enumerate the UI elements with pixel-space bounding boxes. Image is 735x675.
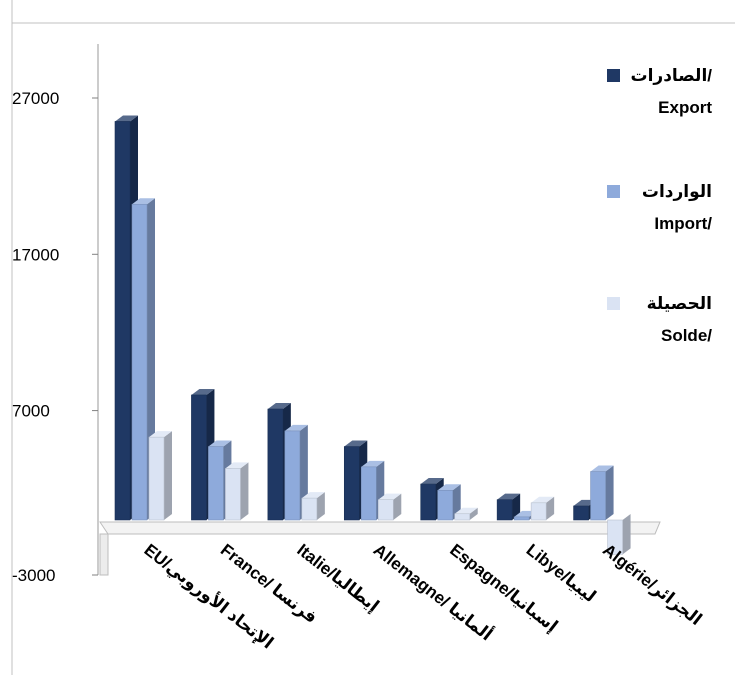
y-tick-label: 27000 [12, 89, 59, 108]
legend-label-fr: Export [658, 98, 712, 117]
y-tick-label: -3000 [12, 566, 55, 585]
bar-side [546, 496, 555, 520]
legend-label-ar: الحصيلة [647, 294, 712, 313]
bar-top [420, 478, 444, 485]
bar-top [497, 493, 521, 500]
bar [343, 446, 360, 521]
bar-top [208, 440, 232, 447]
bar-side [512, 493, 521, 520]
bar [267, 408, 284, 521]
bar-top [191, 388, 215, 395]
bar-top [531, 496, 555, 503]
bar-side [622, 514, 631, 555]
bar-top [149, 431, 172, 438]
legend-swatch [607, 297, 620, 310]
bar [360, 466, 377, 521]
bar-top [132, 198, 155, 205]
bar-top [454, 507, 478, 514]
bar [454, 513, 471, 521]
legend-swatch [607, 185, 620, 198]
y-tick-label: 7000 [12, 402, 50, 421]
bar [225, 468, 241, 521]
bar [573, 505, 589, 521]
bar-side [164, 431, 172, 520]
bar [496, 499, 513, 521]
bar-top [267, 403, 291, 410]
bar-top [284, 424, 308, 431]
bar-top [378, 493, 402, 500]
bar-top [437, 484, 461, 491]
legend-label-ar: الواردات [642, 182, 712, 202]
bar-side [316, 492, 325, 520]
bar [208, 446, 224, 521]
bar [191, 394, 207, 521]
bar [530, 502, 547, 521]
bar [377, 499, 394, 521]
bar-side [605, 465, 614, 520]
bar-top [225, 462, 249, 469]
bar [301, 497, 318, 521]
bar-side [240, 462, 249, 520]
bar [148, 436, 165, 521]
legend-label-ar: الصادرات/ [631, 66, 713, 85]
bar [590, 471, 606, 521]
bar-side [469, 507, 478, 520]
legend-label-fr: Solde/ [661, 326, 712, 345]
bar-top [344, 440, 368, 447]
legend-swatch [607, 69, 620, 82]
bar [513, 516, 530, 521]
legend-label-fr: Import/ [654, 214, 712, 233]
bar [284, 430, 301, 521]
bar-top [361, 460, 385, 467]
bar [131, 203, 148, 521]
bar [437, 490, 454, 521]
bar [114, 121, 131, 521]
y-tick-label: 17000 [12, 245, 59, 264]
bar-top [301, 492, 325, 499]
bar-top [590, 465, 614, 472]
floor-top [99, 521, 661, 535]
floor-side [99, 533, 109, 576]
bar [420, 483, 437, 521]
bar [607, 519, 623, 555]
bar-side [393, 493, 402, 520]
bar-top [115, 115, 138, 122]
